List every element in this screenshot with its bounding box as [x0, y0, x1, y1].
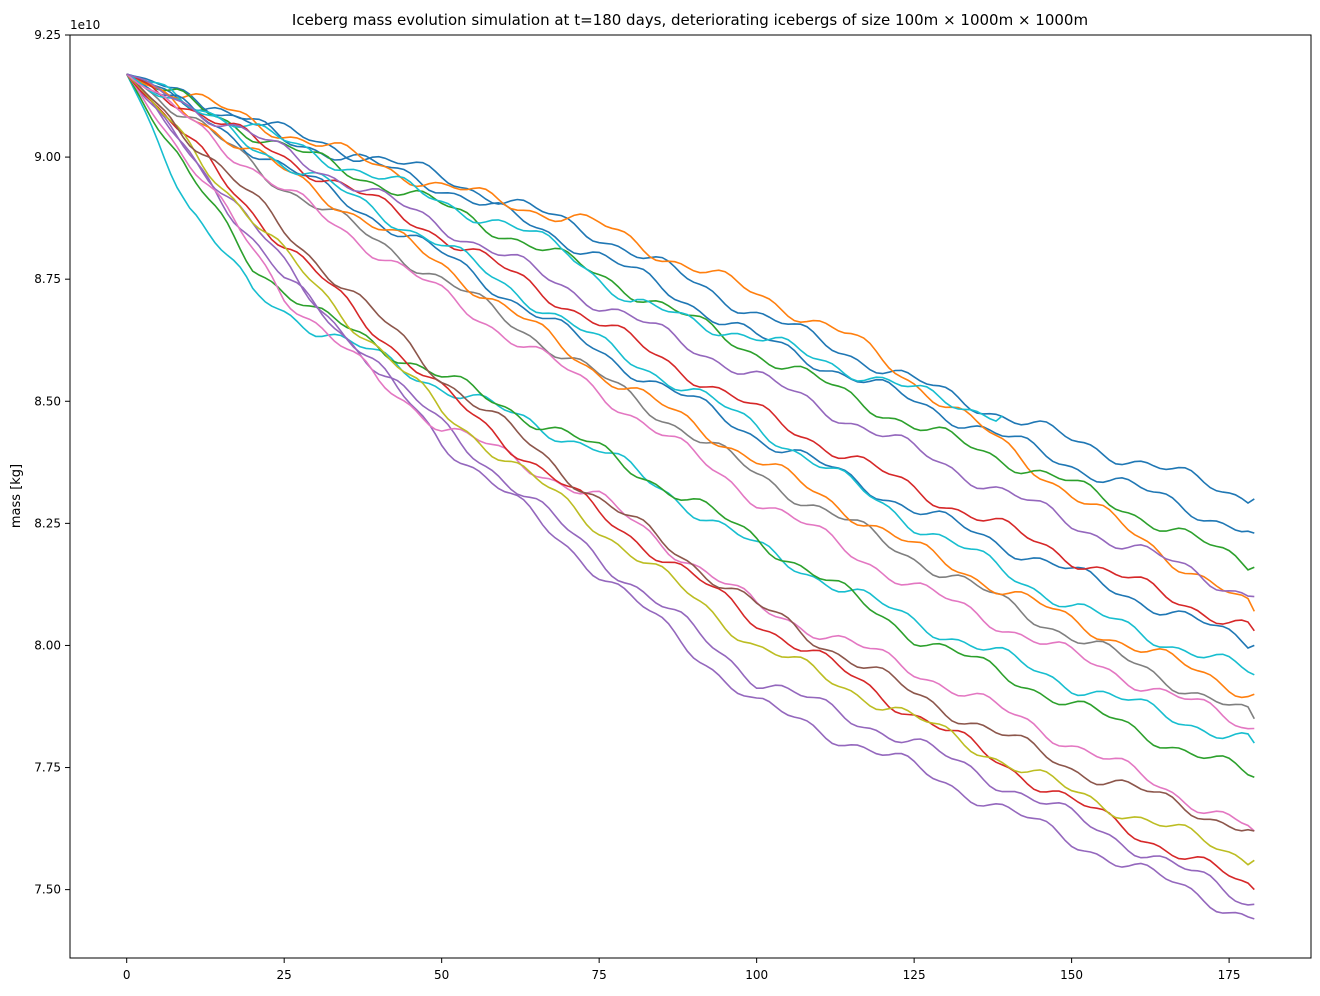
series-line	[126, 73, 1255, 699]
series-line	[126, 73, 1255, 504]
y-tick-label: 7.50	[34, 883, 61, 897]
series-line	[126, 73, 1255, 832]
series-line	[126, 73, 1255, 649]
x-axis: 0 25 50 75 100 125 150 175	[123, 958, 1241, 982]
series-line	[126, 73, 1255, 779]
series-line	[126, 73, 1255, 534]
y-tick-label: 8.75	[34, 272, 61, 286]
x-tick-label: 0	[123, 968, 131, 982]
y-tick-label: 8.50	[34, 394, 61, 408]
y-tick-label: 8.00	[34, 638, 61, 652]
series-lines	[125, 73, 1256, 920]
series-line	[126, 73, 1255, 891]
x-tick-label: 75	[592, 968, 607, 982]
y-tick-label: 7.75	[34, 761, 61, 775]
y-axis-label: mass [kg]	[9, 464, 24, 528]
y-offset-label: 1e10	[70, 18, 100, 32]
series-line	[126, 73, 1255, 920]
x-tick-label: 25	[277, 968, 292, 982]
x-tick-label: 175	[1218, 968, 1241, 982]
series-line	[126, 73, 1255, 598]
y-axis: 7.50 7.75 8.00 8.25 8.50 8.75 9.00 9.25	[34, 28, 70, 897]
x-tick-label: 50	[434, 968, 449, 982]
y-tick-label: 9.00	[34, 150, 61, 164]
series-line	[126, 73, 1256, 612]
series-line	[126, 73, 1003, 423]
y-tick-label: 9.25	[34, 28, 61, 42]
plot-frame	[69, 34, 1312, 959]
y-tick-label: 8.25	[34, 516, 61, 530]
chart-title: Iceberg mass evolution simulation at t=1…	[292, 11, 1088, 29]
series-line	[126, 73, 1255, 730]
series-line	[126, 73, 1255, 632]
x-tick-label: 100	[745, 968, 768, 982]
series-line	[126, 73, 1255, 866]
series-line	[125, 73, 1255, 744]
series-line	[126, 73, 1255, 571]
series-line	[126, 73, 1255, 906]
x-tick-label: 150	[1060, 968, 1083, 982]
x-tick-label: 125	[903, 968, 926, 982]
